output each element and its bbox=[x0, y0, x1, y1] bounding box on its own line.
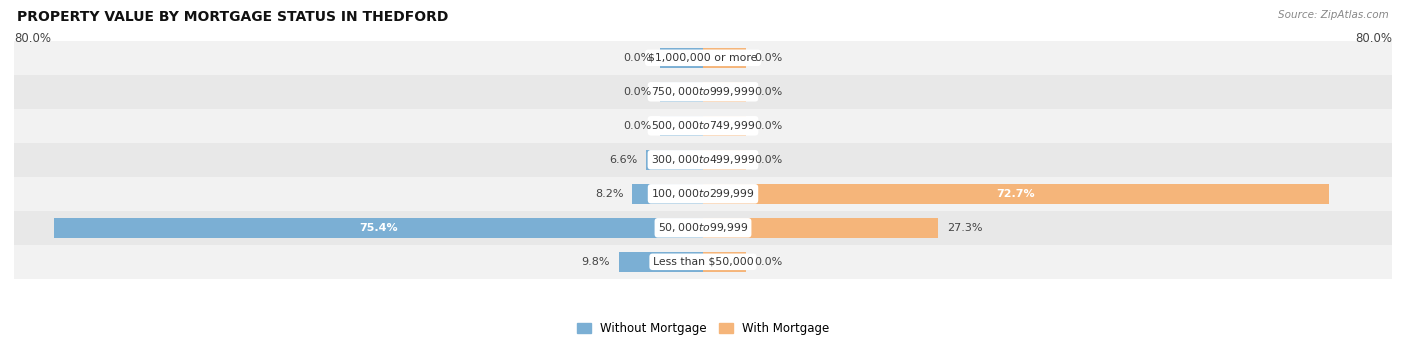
Text: $300,000 to $499,999: $300,000 to $499,999 bbox=[651, 153, 755, 166]
Bar bbox=[703, 116, 747, 136]
Text: $750,000 to $999,999: $750,000 to $999,999 bbox=[651, 85, 755, 98]
Text: $1,000,000 or more: $1,000,000 or more bbox=[648, 53, 758, 63]
Bar bbox=[647, 150, 703, 170]
Text: 75.4%: 75.4% bbox=[359, 223, 398, 233]
Text: 80.0%: 80.0% bbox=[14, 32, 51, 45]
Bar bbox=[14, 177, 1392, 211]
Text: 0.0%: 0.0% bbox=[623, 121, 651, 131]
Bar bbox=[14, 245, 1392, 279]
Text: 0.0%: 0.0% bbox=[755, 87, 783, 97]
Bar bbox=[703, 218, 938, 238]
Text: 72.7%: 72.7% bbox=[997, 189, 1035, 199]
Text: 0.0%: 0.0% bbox=[755, 155, 783, 165]
Bar bbox=[703, 48, 747, 68]
Text: 0.0%: 0.0% bbox=[755, 257, 783, 267]
Text: 27.3%: 27.3% bbox=[946, 223, 983, 233]
Bar bbox=[703, 82, 747, 102]
Legend: Without Mortgage, With Mortgage: Without Mortgage, With Mortgage bbox=[572, 317, 834, 340]
Bar bbox=[703, 252, 747, 272]
Text: $100,000 to $299,999: $100,000 to $299,999 bbox=[651, 187, 755, 200]
Bar bbox=[14, 211, 1392, 245]
Bar bbox=[633, 184, 703, 204]
Text: 80.0%: 80.0% bbox=[1355, 32, 1392, 45]
Text: 9.8%: 9.8% bbox=[582, 257, 610, 267]
Text: $50,000 to $99,999: $50,000 to $99,999 bbox=[658, 221, 748, 234]
Bar bbox=[703, 150, 747, 170]
Text: PROPERTY VALUE BY MORTGAGE STATUS IN THEDFORD: PROPERTY VALUE BY MORTGAGE STATUS IN THE… bbox=[17, 10, 449, 24]
Bar bbox=[659, 116, 703, 136]
Text: 0.0%: 0.0% bbox=[755, 121, 783, 131]
Bar bbox=[14, 109, 1392, 143]
Text: 0.0%: 0.0% bbox=[755, 53, 783, 63]
Bar bbox=[14, 143, 1392, 177]
Text: Source: ZipAtlas.com: Source: ZipAtlas.com bbox=[1278, 10, 1389, 20]
Text: Less than $50,000: Less than $50,000 bbox=[652, 257, 754, 267]
Bar bbox=[14, 41, 1392, 75]
Bar bbox=[659, 48, 703, 68]
Bar bbox=[53, 218, 703, 238]
Text: $500,000 to $749,999: $500,000 to $749,999 bbox=[651, 119, 755, 132]
Text: 0.0%: 0.0% bbox=[623, 87, 651, 97]
Text: 6.6%: 6.6% bbox=[609, 155, 637, 165]
Bar bbox=[14, 75, 1392, 109]
Bar bbox=[703, 184, 1329, 204]
Text: 0.0%: 0.0% bbox=[623, 53, 651, 63]
Bar bbox=[659, 82, 703, 102]
Bar bbox=[619, 252, 703, 272]
Text: 8.2%: 8.2% bbox=[595, 189, 624, 199]
